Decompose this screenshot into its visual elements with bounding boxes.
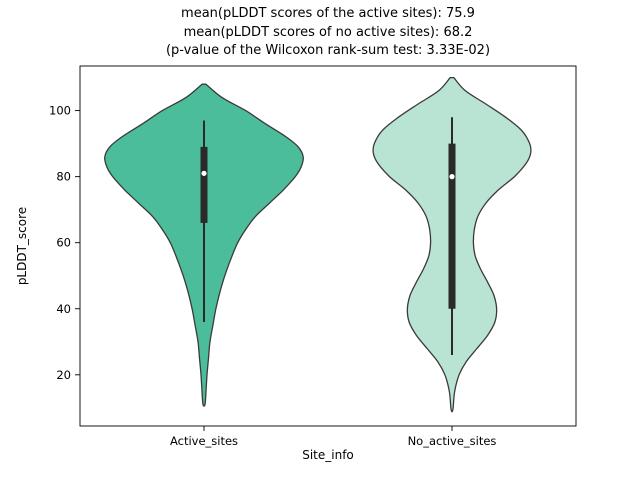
axes-frame bbox=[79, 65, 577, 427]
median-dot-No_active_sites bbox=[449, 174, 455, 180]
chart-title-line-2: mean(pLDDT scores of no active sites): 6… bbox=[183, 24, 473, 40]
x-axis-label: Site_info bbox=[302, 448, 354, 462]
x-tick-label: No_active_sites bbox=[408, 434, 497, 448]
y-tick-label: 20 bbox=[56, 368, 71, 382]
median-dot-Active_sites bbox=[201, 170, 207, 176]
y-tick-label: 60 bbox=[56, 236, 71, 250]
y-axis-label: pLDDT_score bbox=[15, 206, 29, 286]
x-tick-label: Active_sites bbox=[170, 434, 238, 448]
chart-title-line-3: (p-value of the Wilcoxon rank-sum test: … bbox=[165, 43, 491, 58]
chart-title: mean(pLDDT scores of the active sites): … bbox=[80, 5, 576, 61]
y-tick-label: 40 bbox=[56, 302, 71, 316]
y-tick-label: 80 bbox=[56, 170, 71, 184]
y-tick-label: 100 bbox=[49, 104, 71, 118]
chart-title-line-1: mean(pLDDT scores of the active sites): … bbox=[181, 6, 475, 21]
